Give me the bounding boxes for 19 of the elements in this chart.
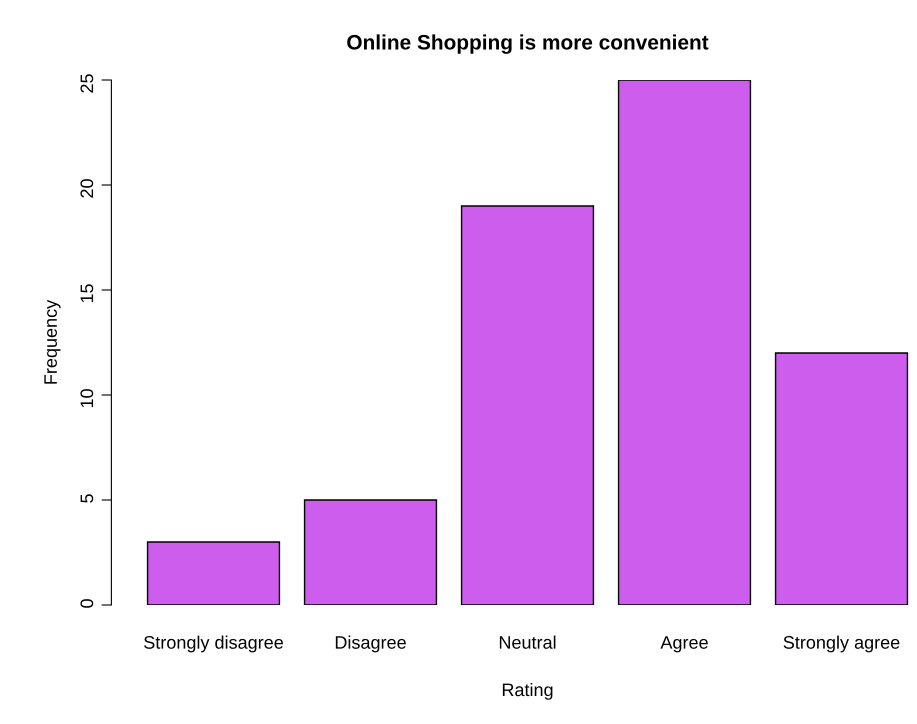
y-tick-label: 20: [80, 179, 94, 198]
x-tick-label: Strongly agree: [784, 636, 900, 652]
x-tick-label: Strongly disagree: [144, 636, 283, 652]
y-tick-label: 10: [80, 389, 94, 408]
bar: [304, 499, 438, 605]
bar: [460, 205, 594, 605]
chart-title: Online Shopping is more convenient: [347, 34, 708, 54]
x-tick-label: Agree: [660, 636, 708, 652]
y-tick-label: 15: [80, 284, 94, 302]
bar: [618, 80, 752, 605]
bar: [774, 352, 908, 605]
bar: [146, 541, 280, 605]
x-axis-title: Rating: [502, 682, 552, 700]
y-tick-label: 25: [80, 74, 94, 93]
y-axis-title: Frequency: [44, 300, 61, 384]
y-tick-label: 0: [80, 599, 94, 608]
x-tick-label: Disagree: [336, 636, 406, 652]
y-tick-label: 5: [80, 494, 94, 503]
x-tick-label: Neutral: [500, 636, 556, 649]
